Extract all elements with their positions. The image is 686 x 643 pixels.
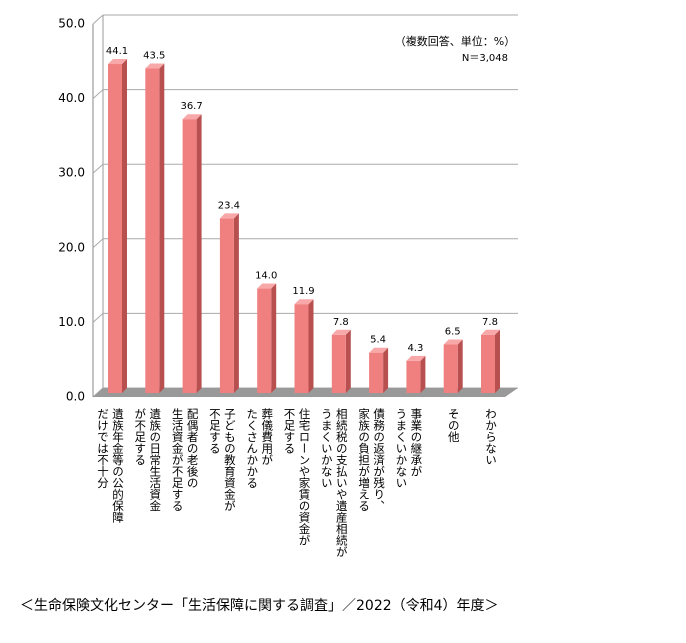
value-label: 23.4	[218, 200, 240, 211]
source: ＜生命保険文化センター「生活保障に関する調査」／2022（令和4）年度＞	[20, 597, 499, 614]
bar	[108, 64, 122, 393]
grid-line	[92, 14, 104, 25]
y-tick-label: 30.0	[58, 166, 85, 180]
y-tick-label: 20.0	[58, 240, 85, 254]
bar-top	[219, 213, 239, 219]
x-tick-label: うまくいかない	[320, 408, 334, 489]
bar	[369, 352, 384, 393]
grid-line	[92, 238, 104, 249]
value-label: 14.0	[255, 271, 277, 282]
x-tick-label: 事業の継承が	[409, 408, 423, 477]
x-tick-label: 遺族年金等の公的保障	[111, 407, 125, 523]
bar-top	[369, 347, 389, 353]
bar-top	[331, 329, 351, 335]
grid-line	[92, 163, 104, 174]
y-tick-label: 50.0	[58, 17, 85, 31]
bar	[443, 344, 458, 393]
bar-top	[145, 63, 165, 69]
bar-side	[271, 283, 277, 393]
grid-line	[92, 313, 104, 323]
x-tick-label: その他	[447, 408, 461, 443]
bar-side	[495, 329, 500, 393]
bar-side	[420, 355, 426, 393]
bar	[294, 304, 309, 393]
bar-side	[159, 63, 165, 394]
bar-side	[196, 114, 202, 393]
x-tick-label: 不足する	[208, 408, 222, 454]
bar-top	[443, 339, 463, 345]
x-tick-label: 遺族の日常生活資金	[148, 407, 162, 511]
bar	[406, 360, 421, 393]
x-tick-label: 生活資金が不足する	[171, 407, 185, 511]
bar-top	[406, 355, 426, 361]
bar-top	[182, 114, 202, 120]
bar-side	[383, 347, 389, 393]
bar-side	[345, 329, 351, 393]
x-tick-label: だけでは不十分	[96, 408, 110, 489]
bar	[145, 68, 160, 394]
x-tick-label: 住宅ローンや家賃の資金が	[298, 407, 312, 546]
bar-side	[308, 299, 314, 393]
bar-top	[257, 283, 277, 289]
x-tick-label: たくさんかかる	[245, 408, 259, 489]
bar-side	[122, 59, 127, 393]
value-label: 44.1	[106, 46, 128, 57]
value-label: 7.8	[333, 317, 349, 328]
value-label: 5.4	[370, 335, 386, 346]
y-tick-label: 10.0	[58, 315, 85, 329]
x-tick-label: 家族の負担が増える	[357, 407, 371, 511]
x-tick-label: 子どもの教育資金が	[223, 408, 237, 512]
bar-side	[457, 339, 463, 393]
x-tick-label: うまくいかない	[394, 408, 408, 489]
value-label: 6.5	[445, 327, 461, 338]
value-label: 11.9	[292, 286, 314, 297]
y-tick-label: 40.0	[58, 91, 85, 105]
x-tick-label: わからない	[484, 408, 498, 466]
value-label: 43.5	[143, 50, 165, 61]
bar	[257, 288, 272, 393]
x-tick-label: が不足する	[133, 408, 147, 466]
bar	[219, 218, 234, 393]
grid-line	[92, 89, 104, 99]
bar	[182, 119, 197, 393]
value-label: 36.7	[180, 101, 202, 112]
value-label: 7.8	[482, 317, 498, 328]
bar-top	[481, 329, 500, 335]
annotation: N＝3,048	[462, 53, 508, 64]
y-tick-label: 0.0	[66, 390, 85, 404]
x-tick-label: 配偶者の老後の	[186, 408, 200, 489]
value-label: 4.3	[407, 343, 423, 354]
bar	[331, 334, 346, 393]
bar-top	[294, 299, 314, 305]
x-tick-label: 債務の返済が残り、	[372, 407, 386, 511]
x-tick-label: 不足する	[283, 408, 297, 454]
bar	[481, 334, 495, 393]
bar-top	[108, 59, 127, 65]
annotation: （複数回答、単位：%）	[395, 34, 515, 48]
bar-side	[233, 213, 239, 393]
x-tick-label: 葬儀費用が	[260, 408, 274, 466]
x-tick-label: 相続税の支払いや遺産相続が	[335, 408, 349, 558]
